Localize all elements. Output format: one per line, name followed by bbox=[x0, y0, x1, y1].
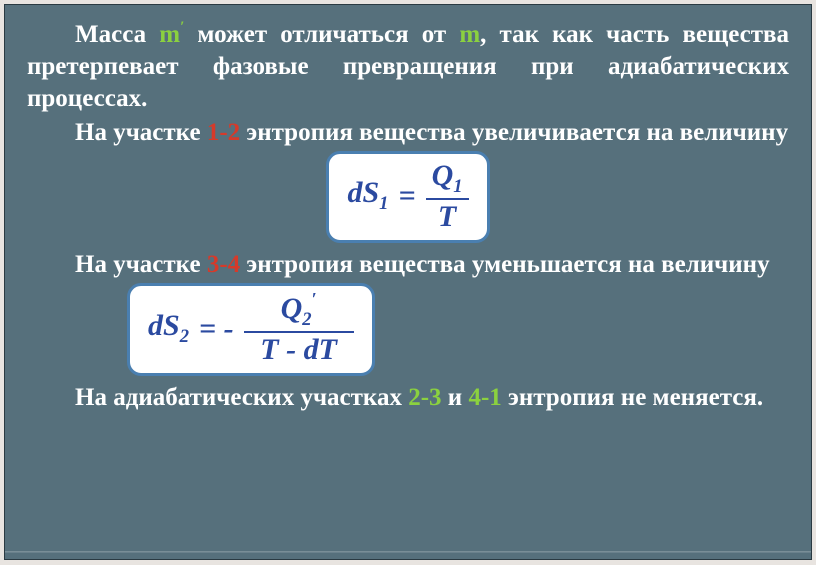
mass-m: m bbox=[459, 21, 480, 48]
footer-divider bbox=[5, 551, 811, 553]
p3-post: энтропия вещества уменьшается на величин… bbox=[240, 251, 769, 278]
formula-2-wrap: dS2 = - Q2′ T - dT bbox=[27, 283, 789, 376]
f1-lhs: dS1 bbox=[347, 178, 388, 214]
f1-eq: = bbox=[398, 181, 415, 211]
f2-num: Q2′ bbox=[275, 292, 323, 330]
paragraph-2: На участке 1-2 энтропия вещества увеличи… bbox=[27, 117, 789, 149]
p1-mid1: может отличаться от bbox=[184, 21, 459, 48]
f1-frac: Q1 T bbox=[426, 160, 469, 232]
slide: Масса m′ может отличаться от m, так как … bbox=[4, 4, 812, 560]
f2-frac: Q2′ T - dT bbox=[244, 292, 354, 365]
segment-3-4: 3-4 bbox=[207, 251, 240, 278]
paragraph-4: На адиабатических участках 2-3 и 4-1 энт… bbox=[27, 382, 789, 414]
p4-post: энтропия не меняется. bbox=[502, 384, 763, 411]
p4-mid: и bbox=[442, 384, 469, 411]
paragraph-3: На участке 3-4 энтропия вещества уменьша… bbox=[27, 249, 789, 281]
f2-eq: = - bbox=[199, 314, 234, 344]
f2-den: T - dT bbox=[244, 334, 354, 366]
f1-num: Q1 bbox=[426, 160, 469, 197]
segment-4-1: 4-1 bbox=[468, 384, 501, 411]
p2-pre: На участке bbox=[75, 119, 207, 146]
p3-pre: На участке bbox=[75, 251, 207, 278]
p1-pre: Масса bbox=[75, 21, 159, 48]
f2-lhs: dS2 bbox=[148, 311, 189, 347]
segment-1-2: 1-2 bbox=[207, 119, 240, 146]
paragraph-1: Масса m′ может отличаться от m, так как … bbox=[27, 19, 789, 115]
formula-ds1: dS1 = Q1 T bbox=[326, 151, 489, 243]
mass-m-prime: m′ bbox=[159, 21, 184, 48]
p2-post: энтропия вещества увеличивается на велич… bbox=[240, 119, 788, 146]
formula-1-wrap: dS1 = Q1 T bbox=[27, 151, 789, 243]
segment-2-3: 2-3 bbox=[408, 384, 441, 411]
f1-den: T bbox=[432, 201, 462, 233]
p4-pre: На адиабатических участках bbox=[75, 384, 408, 411]
formula-ds2: dS2 = - Q2′ T - dT bbox=[127, 283, 375, 376]
